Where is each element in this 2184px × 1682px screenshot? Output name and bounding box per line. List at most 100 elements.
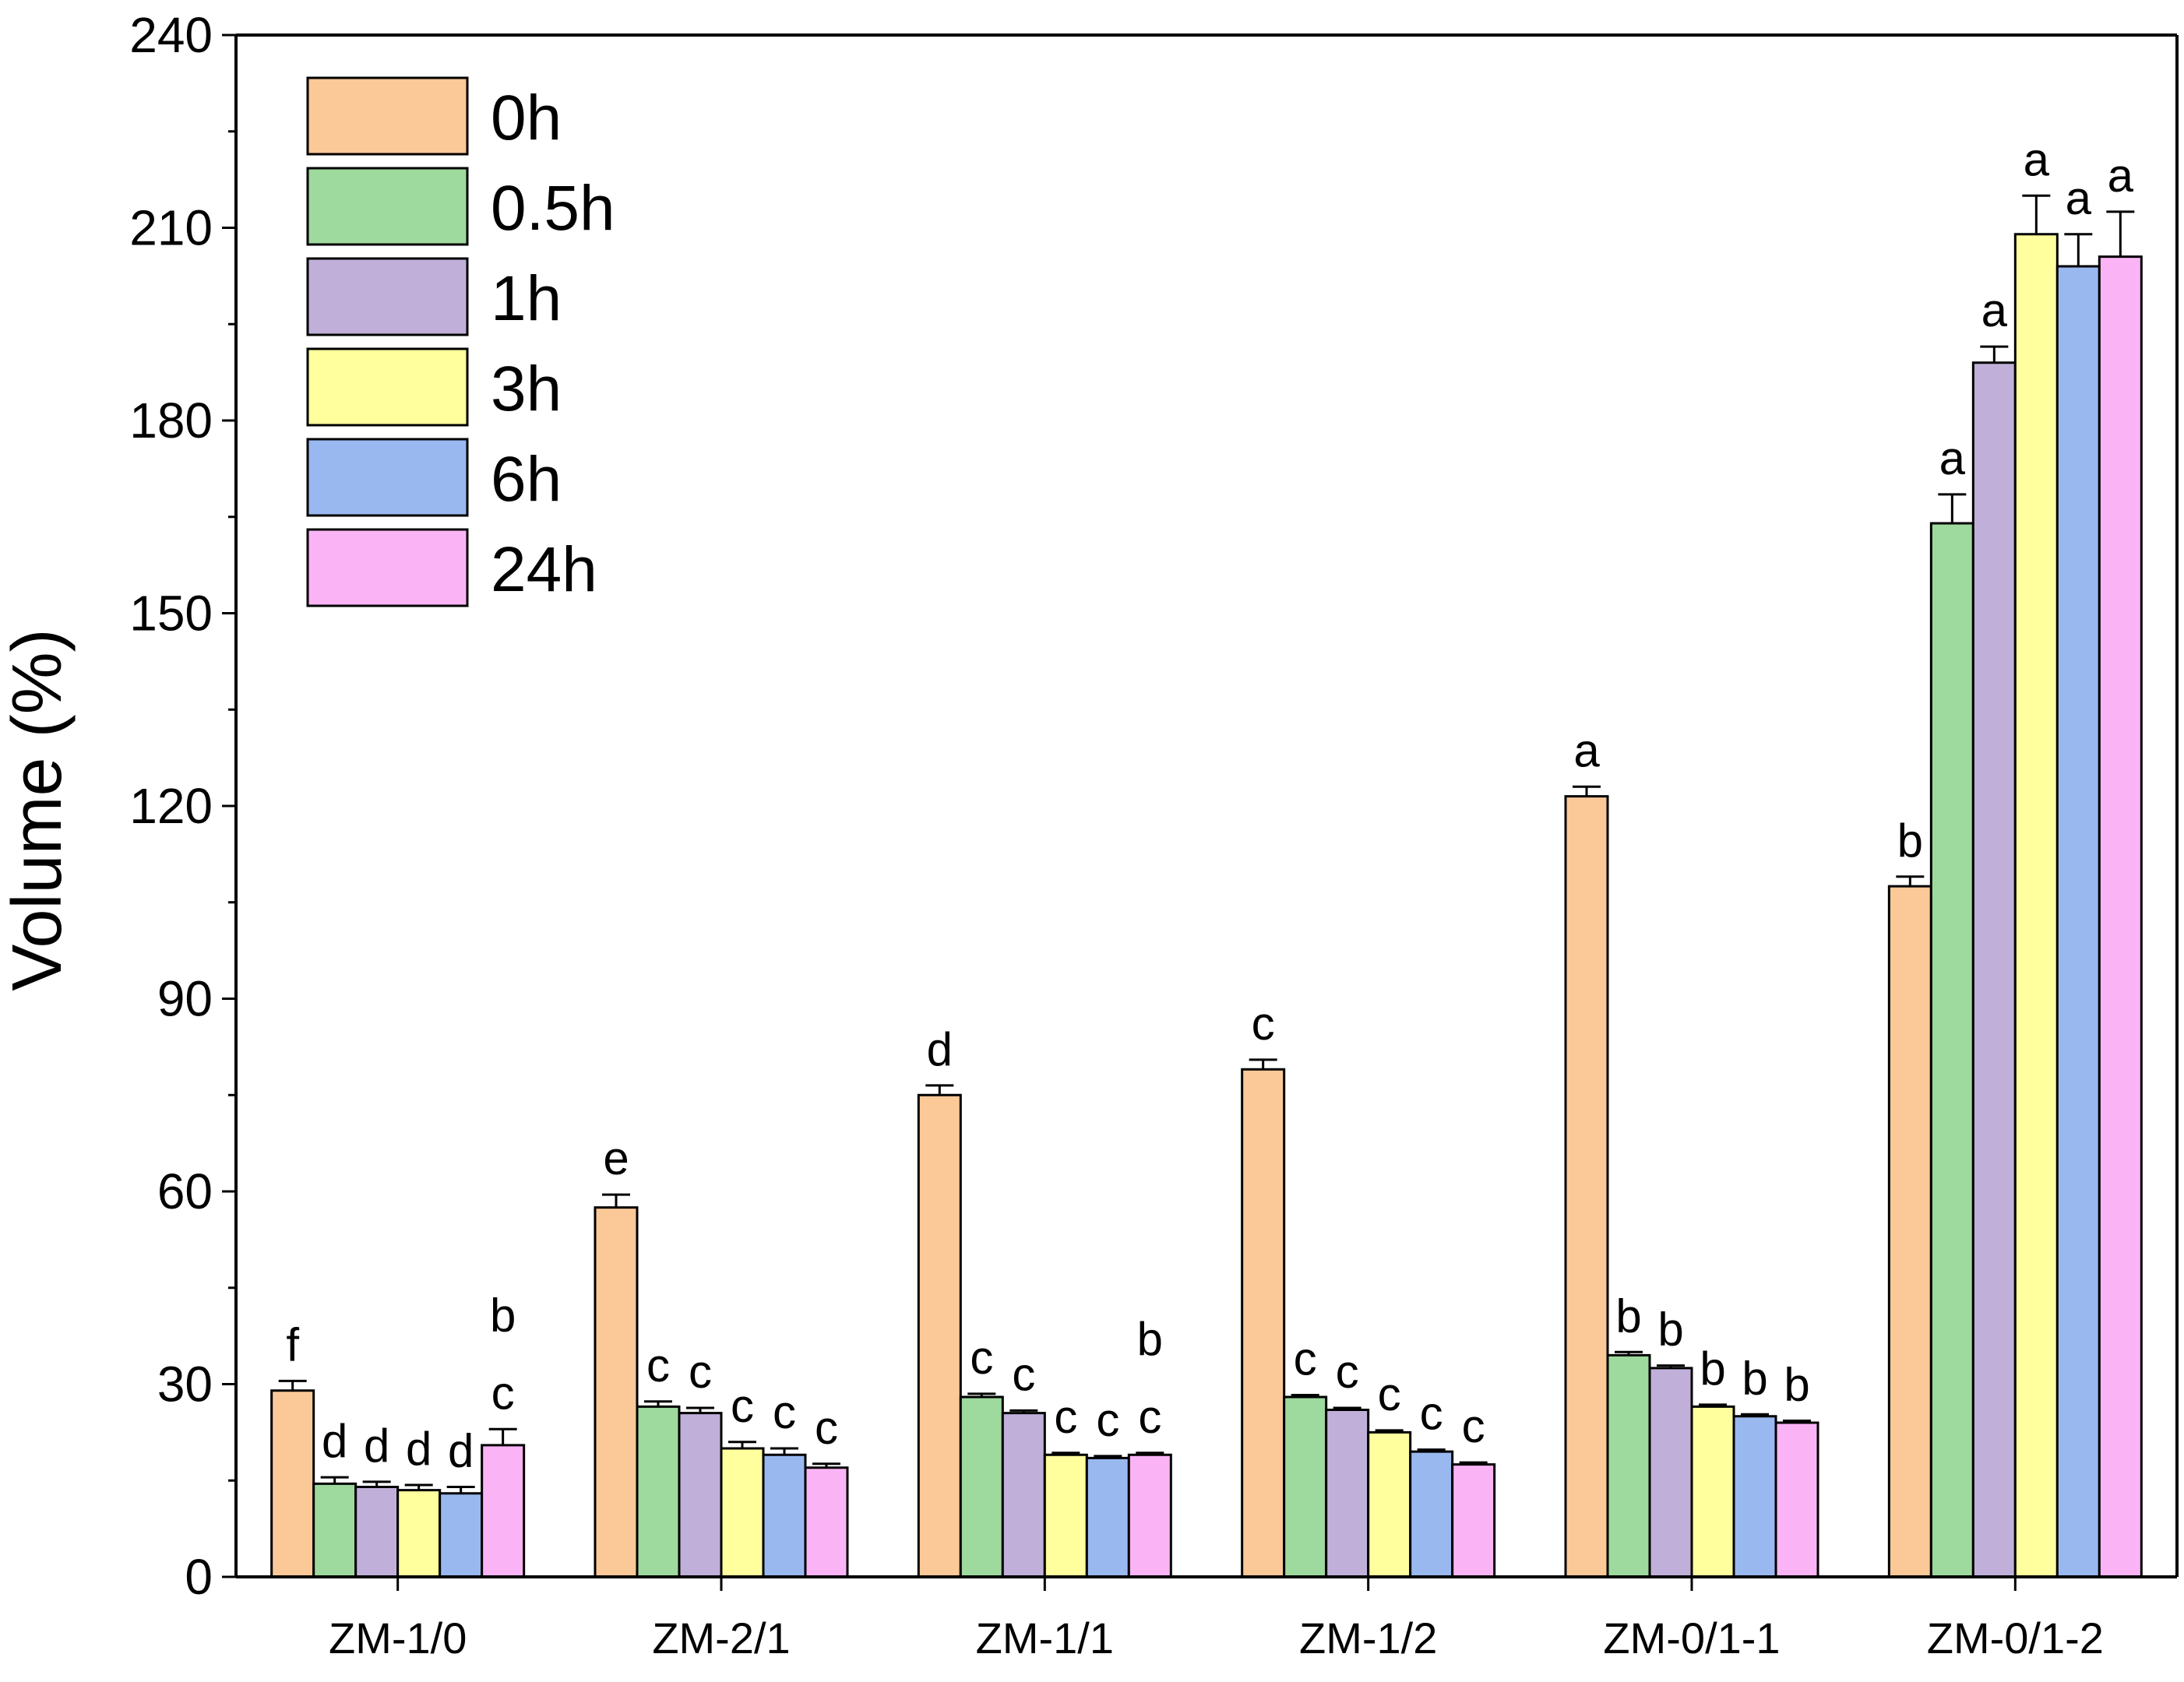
bar-6h-ZM-0/1-2 (2055, 265, 2101, 1578)
bar-1h-ZM-0/1-1 (1648, 1367, 1693, 1578)
y-tick-label: 150 (129, 586, 213, 642)
bar-3h-ZM-1/0 (396, 1489, 442, 1578)
bar-1h-ZM-1/1 (1001, 1412, 1046, 1578)
bar-0h-ZM-2/1 (594, 1206, 639, 1578)
significance-label: c (1138, 1391, 1161, 1443)
x-tick-label: ZM-2/1 (652, 1613, 790, 1663)
legend: 0h 0.5h 1h 3h 6h 24h (306, 76, 615, 607)
significance-label: d (322, 1415, 347, 1467)
bar-0h-ZM-0/1-1 (1564, 795, 1609, 1578)
legend-swatch-0.5h (306, 167, 469, 246)
significance-label: c (646, 1339, 670, 1392)
bar-0h-ZM-0/1-2 (1887, 885, 1932, 1578)
x-tick-label: ZM-0/1-2 (1927, 1613, 2104, 1663)
legend-label-3h: 3h (491, 354, 562, 424)
bar-1h-ZM-0/1-2 (1971, 361, 2017, 1578)
significance-label: c (1336, 1346, 1359, 1398)
significance-label: a (1573, 724, 1600, 776)
bar-3h-ZM-1/2 (1367, 1430, 1412, 1578)
significance-label: c (1378, 1368, 1401, 1420)
bar-3h-ZM-0/1-1 (1690, 1405, 1735, 1578)
y-tick-label: 90 (157, 971, 213, 1027)
bar-24h-ZM-0/1-1 (1774, 1421, 1819, 1578)
significance-label: b (1897, 815, 1923, 867)
significance-label: c (1012, 1348, 1035, 1400)
significance-label: b (1137, 1313, 1163, 1365)
bar-24h-ZM-1/1 (1127, 1453, 1172, 1578)
y-tick-label: 210 (129, 200, 213, 256)
legend-label-0h: 0h (491, 83, 562, 153)
x-tick-label: ZM-1/2 (1299, 1613, 1437, 1663)
bar-0.5h-ZM-1/2 (1283, 1395, 1328, 1578)
significance-label: e (603, 1132, 629, 1184)
significance-label: d (364, 1420, 389, 1472)
legend-label-24h: 24h (491, 534, 597, 605)
significance-label: f (286, 1318, 299, 1371)
y-tick-label: 180 (129, 392, 213, 449)
bar-0h-ZM-1/2 (1241, 1068, 1286, 1578)
significance-label: c (1462, 1400, 1485, 1452)
y-axis-title: Volume (%) (0, 628, 76, 991)
significance-label: c (1252, 998, 1275, 1050)
bar-0.5h-ZM-1/1 (959, 1395, 1004, 1578)
significance-label: d (448, 1425, 474, 1477)
bar-6h-ZM-1/0 (439, 1492, 484, 1578)
legend-swatch-6h (306, 438, 469, 517)
bar-3h-ZM-1/1 (1043, 1453, 1088, 1578)
bar-24h-ZM-2/1 (804, 1466, 849, 1578)
bar-1h-ZM-1/0 (354, 1486, 400, 1578)
bar-0.5h-ZM-1/0 (312, 1482, 358, 1578)
bar-24h-ZM-0/1-2 (2098, 255, 2143, 1578)
bar-0h-ZM-1/1 (917, 1093, 962, 1578)
significance-label: c (731, 1380, 754, 1432)
significance-label: a (2024, 133, 2050, 185)
y-tick-label: 240 (129, 7, 213, 63)
significance-label: c (689, 1346, 712, 1398)
legend-swatch-24h (306, 528, 469, 607)
x-tick-label: ZM-1/1 (976, 1613, 1114, 1663)
significance-label: c (970, 1332, 993, 1384)
significance-label: c (1054, 1391, 1077, 1443)
legend-swatch-1h (306, 257, 469, 336)
significance-label: a (1939, 432, 1966, 484)
significance-label: c (1294, 1333, 1317, 1385)
legend-swatch-3h (306, 347, 469, 427)
bar-3h-ZM-2/1 (720, 1447, 765, 1578)
significance-label: c (773, 1386, 796, 1438)
significance-label: b (1657, 1304, 1683, 1356)
x-tick-label: ZM-1/0 (329, 1613, 467, 1663)
y-tick-label: 0 (185, 1549, 213, 1605)
x-tick-label: ZM-0/1-1 (1603, 1613, 1780, 1663)
legend-label-0.5h: 0.5h (491, 173, 615, 244)
y-tick-label: 120 (129, 778, 213, 834)
significance-label: c (815, 1402, 838, 1454)
axes: 0 30 60 90 120 150 180 210 240 ZM-1/0 ZM-2/1 ZM-1/1… (129, 7, 2179, 1663)
significance-label: b (1615, 1290, 1641, 1342)
significance-label: b (490, 1289, 516, 1341)
bar-24h-ZM-1/0 (481, 1444, 526, 1578)
bar-6h-ZM-1/2 (1409, 1450, 1454, 1578)
legend-swatch-0h (306, 76, 469, 156)
bar-0.5h-ZM-2/1 (636, 1405, 681, 1578)
significance-label: d (927, 1023, 953, 1075)
y-tick-label: 30 (157, 1357, 213, 1413)
significance-label: c (1420, 1388, 1443, 1440)
bar-1h-ZM-2/1 (678, 1412, 723, 1578)
significance-label: a (1981, 284, 2008, 336)
legend-label-6h: 6h (491, 444, 562, 515)
significance-label: b (1784, 1359, 1809, 1411)
significance-label: c (491, 1367, 515, 1419)
bar-24h-ZM-1/2 (1451, 1463, 1496, 1578)
significance-label: d (406, 1423, 432, 1475)
bar-0h-ZM-1/0 (270, 1389, 315, 1578)
y-tick-label: 60 (157, 1163, 213, 1219)
bar-3h-ZM-0/1-2 (2013, 233, 2059, 1578)
bar-0.5h-ZM-0/1-1 (1606, 1353, 1651, 1578)
significance-label: c (1096, 1394, 1119, 1446)
significance-label: a (2066, 172, 2092, 224)
bar-6h-ZM-2/1 (762, 1453, 807, 1578)
significance-label: a (2108, 150, 2134, 202)
bar-1h-ZM-1/2 (1325, 1409, 1370, 1578)
